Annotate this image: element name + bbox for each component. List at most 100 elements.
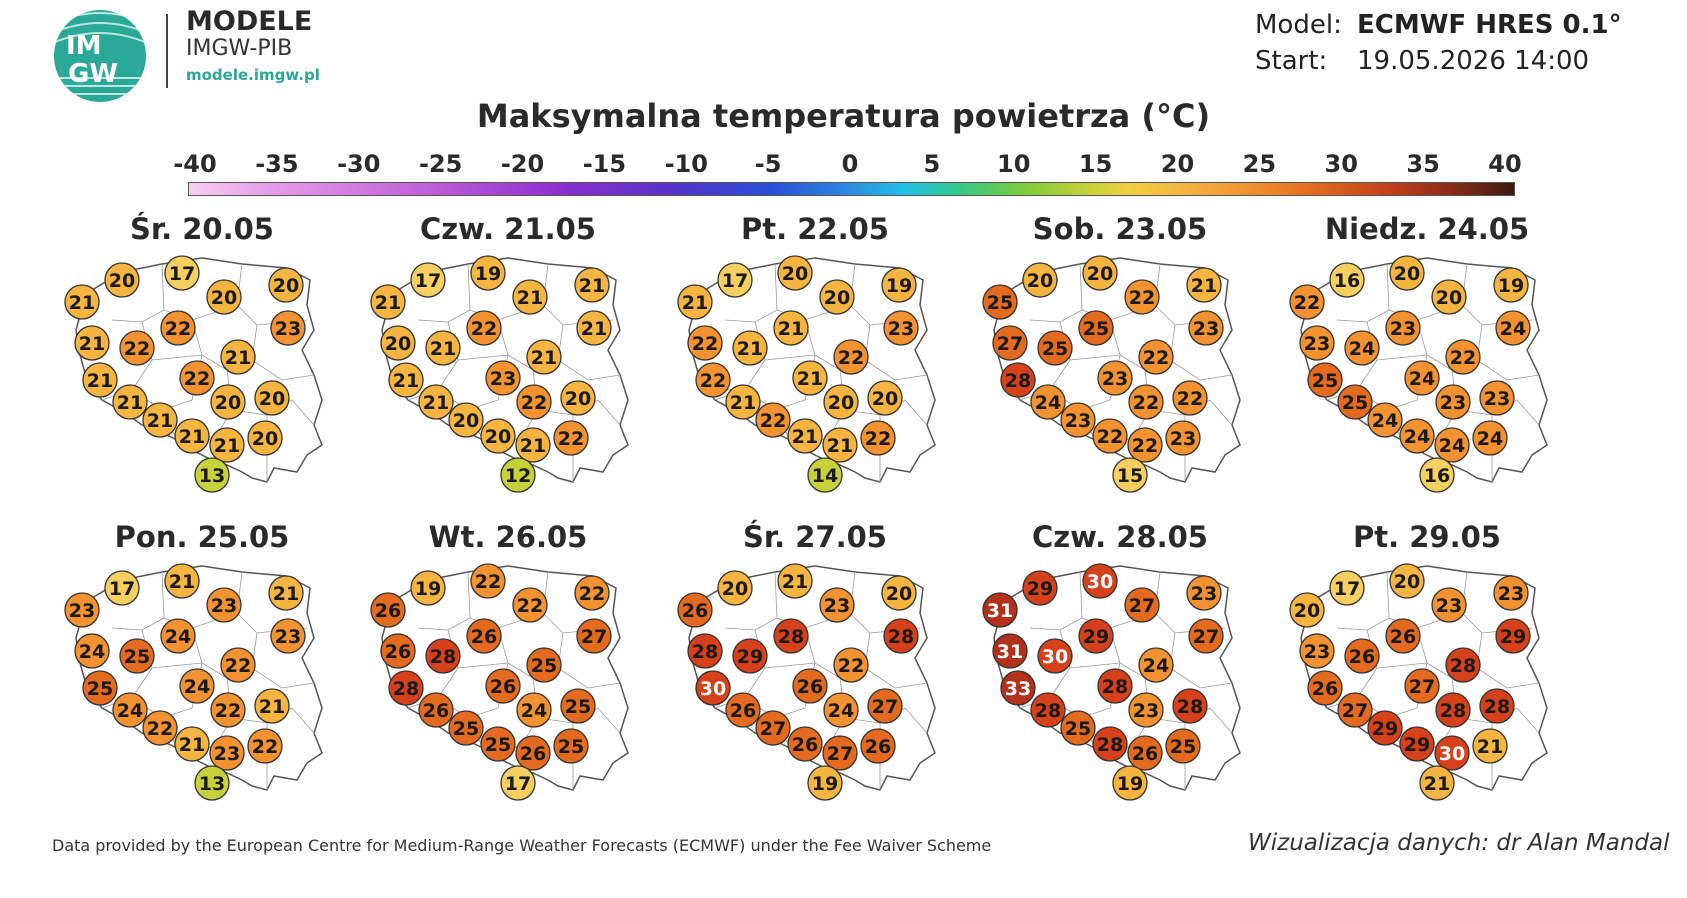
temperature-marker: 26 [485, 668, 521, 704]
temperature-marker: 23 [1479, 380, 1515, 416]
temperature-value: 25 [485, 734, 511, 756]
temperature-marker: 26 [860, 728, 896, 764]
temperature-circle [466, 618, 502, 654]
temperature-circle [553, 728, 589, 764]
temperature-value: 20 [872, 388, 898, 410]
brand-url[interactable]: modele.imgw.pl [186, 66, 320, 84]
temperature-marker: 19 [470, 255, 506, 291]
temperature-value: 21 [797, 368, 823, 390]
temperature-value: 22 [579, 583, 605, 605]
temperature-marker: 24 [1399, 418, 1435, 454]
temperature-marker: 22 [160, 310, 196, 346]
temperature-value: 21 [225, 347, 251, 369]
temperature-marker: 20 [480, 418, 516, 454]
temperature-value: 20 [259, 388, 285, 410]
day-title: Pt. 22.05 [741, 212, 889, 246]
forecast-panel: Sob. 23.05 25 20 20 22 21 27 25 25 22 28 23 23 24 22 22… [970, 212, 1270, 502]
temperature-marker: 20 [867, 380, 903, 416]
temperature-marker: 21 [777, 563, 813, 599]
temperature-circle [526, 647, 562, 683]
temperature-circle [1337, 384, 1373, 420]
temperature-value: 25 [1312, 370, 1338, 392]
temperature-circle [1385, 618, 1421, 654]
temperature-value: 28 [1097, 734, 1123, 756]
temperature-circle [833, 647, 869, 683]
temperature-marker: 21 [732, 330, 768, 366]
temperature-value: 20 [1436, 287, 1462, 309]
temperature-value: 28 [1440, 700, 1466, 722]
day-title: Pt. 29.05 [1353, 520, 1501, 554]
temperature-value: 28 [1177, 696, 1203, 718]
temperature-value: 24 [828, 700, 854, 722]
temperature-circle [822, 427, 858, 463]
temperature-value: 23 [214, 743, 240, 765]
start-label: Start: [1255, 46, 1328, 76]
temperature-marker: 12 [500, 457, 536, 493]
temperature-value: 27 [997, 333, 1023, 355]
temperature-value: 29 [1372, 718, 1398, 740]
temperature-marker: 22 [687, 325, 723, 361]
day-title: Śr. 27.05 [743, 520, 887, 554]
temperature-marker: 20 [560, 380, 596, 416]
temperature-circle [220, 339, 256, 375]
temperature-circle [1445, 647, 1481, 683]
temperature-value: 22 [1143, 347, 1169, 369]
temperature-marker: 26 [1307, 670, 1343, 706]
region-border [1069, 662, 1121, 669]
temperature-marker: 21 [515, 427, 551, 463]
temperature-marker: 22 [1172, 380, 1208, 416]
temperature-value: 22 [1097, 426, 1123, 448]
scale-tick-label: 25 [1242, 150, 1277, 178]
temperature-value: 23 [211, 595, 237, 617]
temperature-value: 25 [1083, 318, 1109, 340]
temperature-marker: 26 [1385, 618, 1421, 654]
temperature-marker: 21 [576, 310, 612, 346]
temperature-marker: 20 [1082, 255, 1118, 291]
temperature-marker: 20 [717, 570, 753, 606]
scale-tick-label: 40 [1488, 150, 1522, 178]
temperature-value: 24 [1439, 435, 1465, 457]
scale-tick-label: -10 [664, 150, 708, 178]
temperature-marker: 22 [1289, 284, 1325, 320]
temperature-value: 21 [581, 318, 607, 340]
region-border [457, 662, 509, 669]
temperature-circle [777, 563, 813, 599]
temperature-value: 26 [423, 700, 449, 722]
temperature-circle [1419, 765, 1455, 801]
temperature-circle [1495, 310, 1531, 346]
temperature-circle [1344, 638, 1380, 674]
temperature-marker: 23 [1385, 310, 1421, 346]
temperature-value: 14 [812, 465, 838, 487]
temperature-value: 22 [1132, 435, 1158, 457]
temperature-circle [1367, 710, 1403, 746]
temperature-value: 28 [1005, 370, 1031, 392]
temperature-marker: 21 [82, 362, 118, 398]
temperature-marker: 21 [725, 384, 761, 420]
temperature-marker: 23 [1165, 420, 1201, 456]
temperature-value: 24 [1349, 338, 1375, 360]
temperature-marker: 22 [833, 647, 869, 683]
temperature-value: 25 [1342, 392, 1368, 414]
temperature-value: 20 [252, 428, 278, 450]
temperature-circle [576, 618, 612, 654]
temperature-circle [516, 384, 552, 420]
temperature-value: 19 [1498, 275, 1524, 297]
temperature-value: 22 [1129, 287, 1155, 309]
temperature-marker: 20 [380, 325, 416, 361]
temperature-marker: 24 [1404, 360, 1440, 396]
temperature-value: 22 [215, 700, 241, 722]
temperature-marker: 20 [104, 262, 140, 298]
temperature-value: 27 [1342, 700, 1368, 722]
temperature-marker: 20 [1389, 563, 1425, 599]
temperature-circle [1186, 267, 1222, 303]
region-border [417, 571, 471, 631]
region-border [1169, 359, 1233, 381]
temperature-marker: 28 [1479, 688, 1515, 724]
temperature-circle [380, 633, 416, 669]
temperature-marker: 27 [576, 618, 612, 654]
temperature-circle [480, 418, 516, 454]
scale-tick-label: 20 [1160, 150, 1195, 178]
temperature-marker: 23 [270, 310, 306, 346]
region-border [1376, 354, 1428, 361]
temperature-circle [777, 255, 813, 291]
